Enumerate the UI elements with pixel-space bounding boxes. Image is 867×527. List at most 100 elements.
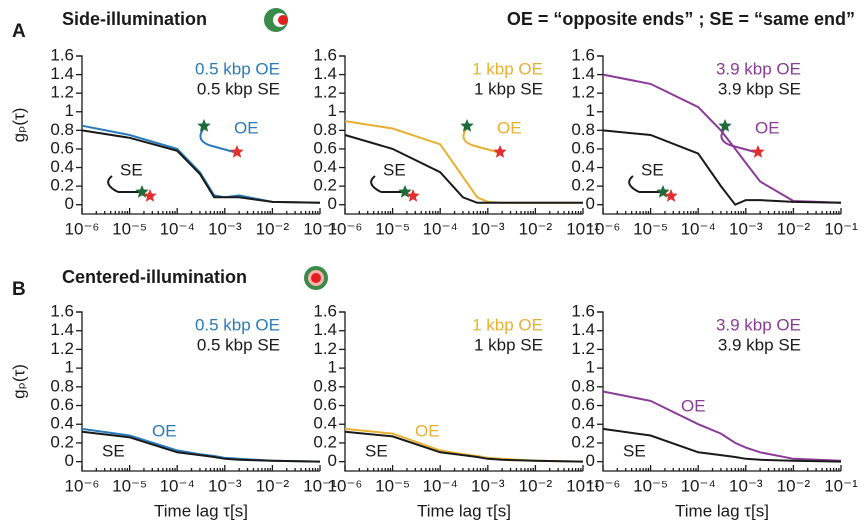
annotation: OE	[152, 421, 177, 440]
star-icon	[197, 119, 210, 132]
y-tick-label: 0.2	[313, 432, 337, 451]
x-tick-label: 10⁻²	[256, 219, 290, 238]
y-tick-label: 1.2	[571, 83, 595, 102]
y-tick-label: 1.6	[313, 301, 337, 320]
x-tick-label: 10⁻⁴	[423, 219, 458, 238]
annotation: OE	[415, 421, 440, 440]
legend-entry: 3.9 kbp SE	[718, 79, 801, 98]
x-tick-label: 10⁻⁵	[375, 219, 410, 238]
legend-entry: 3.9 kbp SE	[718, 335, 801, 354]
legend-entry: 3.9 kbp OE	[716, 59, 801, 78]
panel-letter: A	[12, 21, 26, 42]
y-tick-label: 1.6	[313, 45, 337, 64]
y-tick-label: 1	[586, 358, 595, 377]
panel-letter: B	[12, 279, 26, 300]
y-tick-label: 0	[328, 194, 337, 213]
y-tick-label: 0.6	[313, 138, 337, 157]
polymer-icon	[463, 128, 497, 152]
x-tick-label: 10⁻⁶	[586, 219, 621, 238]
legend-entry: 0.5 kbp OE	[195, 59, 280, 78]
y-tick-label: 0.4	[571, 157, 595, 176]
y-tick-label: 0.4	[50, 414, 74, 433]
x-tick-label: 10⁻⁴	[423, 476, 458, 495]
y-tick-label: 0.8	[313, 120, 337, 139]
y-tick-label: 1.4	[571, 320, 595, 339]
y-tick-label: 0.8	[571, 376, 595, 395]
x-tick-label: 10⁻²	[777, 476, 811, 495]
y-tick-label: 0.4	[313, 414, 337, 433]
y-tick-label: 0	[586, 194, 595, 213]
annotation: OE	[234, 118, 259, 137]
x-tick-label: 10⁻⁵	[112, 476, 147, 495]
y-tick-label: 0.2	[313, 176, 337, 195]
y-tick-label: 0.4	[571, 414, 595, 433]
x-tick-label: 10⁻³	[729, 219, 763, 238]
x-tick-label: 10⁻²	[256, 476, 290, 495]
annotation: OE	[755, 118, 780, 137]
y-tick-label: 1.6	[50, 45, 74, 64]
y-tick-label: 1	[586, 101, 595, 120]
y-tick-label: 0.8	[571, 120, 595, 139]
annotation: SE	[623, 441, 646, 460]
legend-entry: 0.5 kbp OE	[195, 315, 280, 334]
polymer-icon	[200, 128, 234, 152]
star-icon	[230, 145, 243, 158]
y-tick-label: 1	[65, 101, 74, 120]
centered-illumination-icon	[304, 266, 328, 290]
y-tick-label: 1.4	[313, 320, 337, 339]
y-axis-label: gₚ(τ)	[9, 108, 28, 143]
panel-title: Centered-illumination	[62, 267, 247, 287]
legend-entry: 0.5 kbp SE	[197, 335, 280, 354]
y-tick-label: 1	[65, 358, 74, 377]
y-tick-label: 0.8	[313, 376, 337, 395]
panel-title: Side-illumination	[62, 9, 207, 29]
legend-entry: 1 kbp SE	[474, 79, 543, 98]
x-tick-label: 10⁻⁵	[633, 219, 668, 238]
y-tick-label: 0.4	[313, 157, 337, 176]
y-tick-label: 0.2	[571, 176, 595, 195]
x-axis-label: Time lag τ[s]	[154, 501, 248, 520]
y-tick-label: 0.2	[50, 176, 74, 195]
x-tick-label: 10⁻¹	[824, 476, 858, 495]
star-icon	[493, 145, 506, 158]
x-tick-label: 10⁻⁶	[65, 219, 100, 238]
y-tick-label: 0.6	[571, 138, 595, 157]
axis-line	[339, 56, 583, 214]
legend-entry: 1 kbp OE	[472, 315, 543, 334]
y-tick-label: 1.6	[50, 301, 74, 320]
x-tick-label: 10⁻³	[729, 476, 763, 495]
x-tick-label: 10⁻⁴	[160, 219, 195, 238]
legend-entry: 0.5 kbp SE	[197, 79, 280, 98]
x-tick-label: 10⁻⁶	[586, 476, 621, 495]
x-tick-label: 10⁻³	[471, 476, 505, 495]
y-tick-label: 1.2	[313, 339, 337, 358]
x-tick-label: 10⁻³	[471, 219, 505, 238]
x-tick-label: 10⁻⁶	[328, 476, 363, 495]
annotation: SE	[641, 160, 664, 179]
x-tick-label: 10⁻²	[777, 219, 811, 238]
x-tick-label: 10⁻⁴	[681, 476, 716, 495]
y-tick-label: 0.6	[50, 395, 74, 414]
x-tick-label: 10⁻⁶	[65, 476, 100, 495]
x-tick-label: 10⁻¹	[824, 219, 858, 238]
series-line	[345, 135, 583, 203]
y-tick-label: 0	[328, 451, 337, 470]
x-tick-label: 10⁻⁴	[681, 219, 716, 238]
polymer-icon	[721, 128, 755, 152]
legend-note: OE = “opposite ends” ; SE = “same end”	[507, 9, 855, 29]
annotation: SE	[120, 160, 143, 179]
y-tick-label: 0.6	[313, 395, 337, 414]
x-tick-label: 10⁻⁶	[328, 219, 363, 238]
y-tick-label: 1.2	[50, 339, 74, 358]
y-tick-label: 1.2	[571, 339, 595, 358]
annotation: OE	[497, 118, 522, 137]
x-tick-label: 10⁻⁴	[160, 476, 195, 495]
x-axis-label: Time lag τ[s]	[675, 501, 769, 520]
figure: A Side-illumination OE = “opposite ends”…	[0, 0, 867, 527]
y-tick-label: 0	[586, 451, 595, 470]
x-tick-label: 10⁻³	[208, 476, 242, 495]
x-tick-label: 10⁻²	[519, 219, 553, 238]
x-tick-label: 10⁻⁵	[112, 219, 147, 238]
side-illumination-icon	[264, 8, 288, 32]
x-tick-label: 10⁻²	[519, 476, 553, 495]
